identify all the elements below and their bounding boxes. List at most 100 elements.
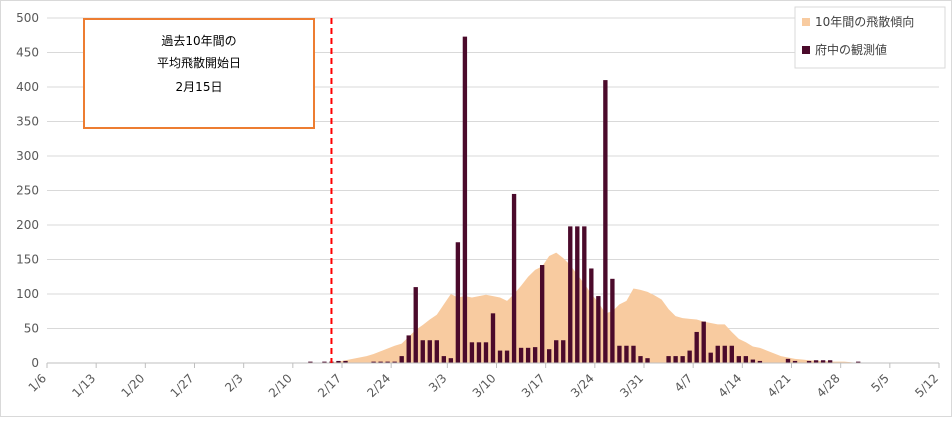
observed-bar xyxy=(497,350,503,363)
y-tick-label: 300 xyxy=(16,149,39,163)
observed-bar xyxy=(827,360,833,363)
observed-bar xyxy=(757,360,763,363)
x-tick-label: 3/3 xyxy=(426,371,450,395)
annotation-box: 過去10年間の 平均飛散開始日 2月15日 xyxy=(83,18,315,129)
y-tick-label: 450 xyxy=(16,46,39,60)
y-tick-label: 400 xyxy=(16,80,39,94)
observed-bar xyxy=(687,350,692,363)
observed-bar xyxy=(680,356,685,363)
x-tick-label: 1/13 xyxy=(69,371,98,400)
x-tick-label: 4/7 xyxy=(672,371,696,395)
observed-bar xyxy=(518,347,524,363)
legend-swatch-observed xyxy=(802,46,810,54)
observed-bar xyxy=(666,356,671,363)
observed-bar xyxy=(336,360,341,363)
observed-bar xyxy=(603,80,608,363)
observed-bar xyxy=(490,313,496,363)
observed-bar xyxy=(532,347,538,363)
observed-bar xyxy=(469,342,475,363)
x-tick-label: 2/10 xyxy=(266,371,295,400)
y-tick-label: 50 xyxy=(24,322,39,336)
trend-area xyxy=(317,252,859,363)
observed-bar xyxy=(568,226,573,363)
observed-bar xyxy=(434,340,439,363)
observed-bar xyxy=(476,342,482,363)
observed-bar xyxy=(596,296,601,363)
trend-area-layer xyxy=(317,252,859,363)
x-tick-label: 4/14 xyxy=(716,371,745,400)
y-tick-label: 350 xyxy=(16,115,39,129)
annotation-border xyxy=(83,18,315,129)
observed-bars-layer xyxy=(308,36,861,363)
observed-bar xyxy=(378,361,383,363)
observed-bar xyxy=(462,36,468,363)
observed-bar xyxy=(750,359,756,363)
y-tick-label: 500 xyxy=(16,11,39,25)
x-tick-label: 3/31 xyxy=(617,371,646,400)
observed-bar xyxy=(813,360,819,363)
y-tick-label: 200 xyxy=(16,218,39,232)
observed-bar xyxy=(631,345,636,363)
x-tick-label: 2/3 xyxy=(222,371,246,395)
observed-bar xyxy=(722,345,727,363)
observed-bar xyxy=(575,226,580,363)
x-tick-label: 3/24 xyxy=(568,371,597,400)
observed-bar xyxy=(617,345,622,363)
annotation-line-3: 2月15日 xyxy=(176,80,223,94)
observed-bar xyxy=(701,321,706,363)
observed-bar xyxy=(525,347,531,363)
observed-bar xyxy=(561,340,566,363)
x-tick-label: 5/5 xyxy=(868,371,892,395)
observed-bar xyxy=(511,193,517,363)
observed-bar xyxy=(743,356,749,363)
observed-bar xyxy=(856,361,861,363)
observed-bar xyxy=(539,265,545,363)
x-tick-label: 3/10 xyxy=(470,371,499,400)
observed-bar xyxy=(483,342,489,363)
annotation-line-2: 平均飛散開始日 xyxy=(157,55,241,70)
legend: 10年間の飛散傾向 府中の観測値 xyxy=(794,6,946,69)
observed-bar xyxy=(708,352,713,363)
x-tick-label: 1/6 xyxy=(26,371,50,395)
x-tick-label: 1/27 xyxy=(168,371,197,400)
observed-bar xyxy=(554,340,559,363)
observed-bar xyxy=(308,361,313,363)
observed-bar xyxy=(806,360,812,363)
observed-bar xyxy=(729,345,734,363)
observed-bar xyxy=(406,335,411,363)
observed-bar xyxy=(582,226,587,363)
x-tick-label: 2/24 xyxy=(364,371,393,400)
x-tick-label: 1/20 xyxy=(118,371,147,400)
legend-label-trend: 10年間の飛散傾向 xyxy=(815,14,914,29)
observed-bar xyxy=(371,361,376,363)
observed-bar xyxy=(343,360,348,363)
observed-bar xyxy=(792,360,798,363)
x-tick-label: 5/12 xyxy=(912,371,941,400)
observed-bar xyxy=(589,268,594,363)
observed-bar xyxy=(715,345,720,363)
observed-bar xyxy=(455,242,461,363)
y-tick-label: 100 xyxy=(16,287,39,301)
observed-bar xyxy=(420,340,425,363)
observed-bar xyxy=(610,278,615,363)
observed-bar xyxy=(504,350,510,363)
observed-bar xyxy=(385,361,390,363)
observed-bar xyxy=(399,356,404,363)
legend-box xyxy=(794,6,946,69)
observed-bar xyxy=(427,340,432,363)
observed-bar xyxy=(624,345,629,363)
observed-bar xyxy=(736,356,741,363)
observed-bar xyxy=(673,356,678,363)
observed-bar xyxy=(413,287,418,363)
y-tick-label: 250 xyxy=(16,184,39,198)
observed-bar xyxy=(448,358,454,363)
annotation-line-1: 過去10年間の xyxy=(161,34,236,48)
x-tick-label: 2/17 xyxy=(315,371,344,400)
legend-swatch-trend xyxy=(802,18,810,26)
observed-bar xyxy=(638,356,643,363)
observed-bar xyxy=(785,358,791,363)
observed-bar xyxy=(820,360,826,363)
observed-bar xyxy=(694,331,699,363)
